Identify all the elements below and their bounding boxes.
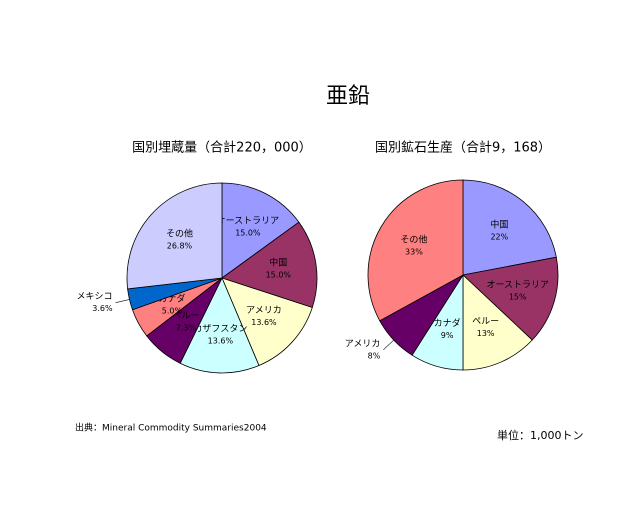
slice-label: カナダ: [434, 317, 461, 329]
pie-slice: [221, 182, 300, 279]
slice-label: メキシコ: [77, 292, 113, 302]
slice-label: カザフスタン: [193, 323, 247, 334]
slice-value: 9%: [441, 331, 454, 340]
slice-label: その他: [166, 228, 193, 240]
slice-value: 7.3%: [176, 324, 197, 333]
chart-title: 国別鉱石生産（合計9，168）: [375, 140, 551, 156]
pie-slice: [367, 179, 464, 322]
slice-value: 22%: [490, 233, 508, 242]
source-note: 出典：Mineral Commodity Summaries2004: [75, 422, 267, 434]
chart-title: 国別埋蔵量（合計220，000）: [132, 140, 312, 156]
main-title: 亜鉛: [326, 84, 370, 109]
slice-value: 26.8%: [167, 242, 193, 251]
slice-label: アメリカ: [345, 338, 381, 349]
slice-value: 15%: [509, 292, 527, 301]
slice-label: ペルー: [172, 312, 199, 322]
slice-value: 3.6%: [92, 304, 113, 313]
slice-label: オーストラリア: [217, 216, 280, 227]
slice-value: 15.0%: [266, 271, 292, 280]
slice-value: 8%: [368, 351, 381, 360]
pie-slice: [462, 179, 557, 276]
slice-value: 33%: [405, 247, 423, 256]
pie-slice: [462, 256, 559, 341]
slice-value: 13.6%: [251, 318, 277, 327]
slice-label: その他: [400, 233, 427, 245]
slice-label: 中国: [269, 257, 287, 269]
slice-value: 13%: [477, 329, 495, 338]
pie-slice: [462, 274, 533, 371]
slice-value: 5.0%: [162, 307, 183, 316]
slice-label: オーストラリア: [486, 279, 549, 290]
unit-note: 単位：1,000トン: [497, 428, 584, 442]
pie-slice: [126, 182, 223, 290]
slice-label: アメリカ: [246, 305, 282, 316]
leader-line: [115, 299, 130, 303]
slice-value: 13.6%: [208, 336, 234, 345]
leader-line: [383, 339, 394, 351]
pie-slice: [221, 221, 318, 309]
pie-slice: [221, 277, 313, 367]
pie-slice: [179, 277, 260, 374]
slice-value: 15.0%: [235, 229, 261, 238]
slice-label: ペルー: [472, 317, 499, 327]
slice-label: 中国: [490, 219, 508, 231]
